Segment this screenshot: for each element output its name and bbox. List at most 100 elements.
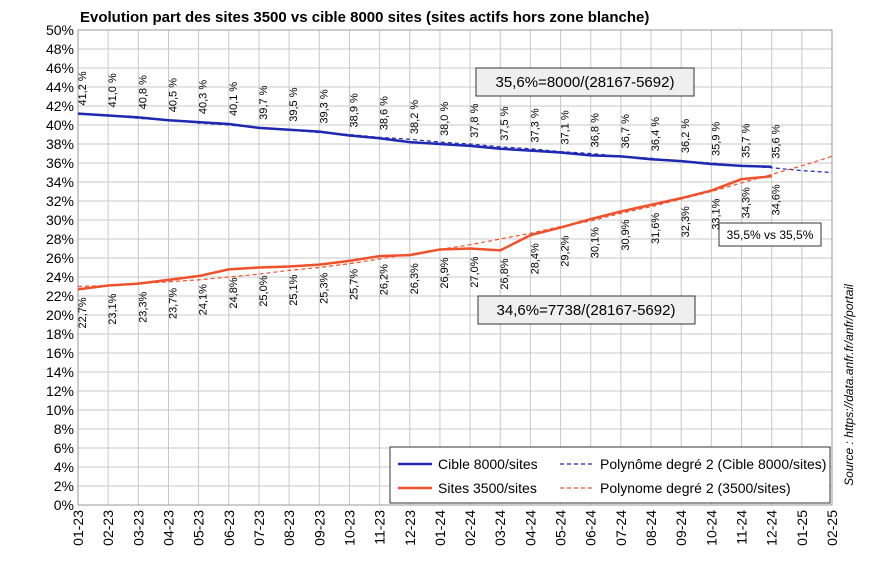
data-label: 40,1 % [228, 82, 240, 116]
y-tick-label: 28% [46, 231, 74, 247]
y-tick-label: 34% [46, 174, 74, 190]
data-label: 40,8 % [137, 75, 149, 109]
annotation-box [477, 295, 696, 325]
data-label: 23,1% [107, 293, 119, 324]
data-label: 40,5 % [167, 78, 179, 112]
x-tick-label: 05-23 [191, 510, 207, 546]
y-tick-label: 12% [46, 383, 74, 399]
legend-label: Sites 3500/sites [438, 480, 537, 496]
data-label: 33,1% [710, 198, 722, 229]
data-label: 37,8 % [469, 103, 481, 137]
x-tick-label: 12-23 [402, 510, 418, 546]
y-tick-label: 18% [46, 326, 74, 342]
annotation: 35,5% vs 35,5% [727, 228, 814, 242]
annotation: 34,6%=7738/(28167-5692) [497, 302, 676, 319]
y-tick-label: 32% [46, 193, 74, 209]
data-label: 26,3% [409, 263, 421, 294]
y-tick-label: 36% [46, 155, 74, 171]
y-tick-label: 0% [54, 497, 74, 513]
x-tick-label: 02-25 [824, 510, 840, 546]
x-tick-label: 09-23 [311, 510, 327, 546]
x-tick-label: 03-23 [130, 510, 146, 546]
data-label: 38,6 % [379, 96, 391, 130]
x-tick-label: 02-24 [462, 510, 478, 546]
data-label: 41,2 % [77, 71, 89, 105]
data-label: 37,5 % [499, 106, 511, 140]
line [77, 113, 833, 174]
y-tick-label: 20% [46, 307, 74, 323]
data-label: 25,7% [348, 269, 360, 300]
y-tick-label: 4% [54, 459, 74, 475]
x-tick-label: 03-24 [492, 510, 508, 546]
x-tick-label: 08-23 [281, 510, 297, 546]
marks [77, 112, 833, 291]
chart-title: Evolution part des sites 3500 vs cible 8… [80, 9, 649, 26]
y-tick-label: 44% [46, 79, 74, 95]
x-tick-label: 12-24 [764, 510, 780, 546]
y-tick-label: 22% [46, 288, 74, 304]
y-tick-label: 10% [46, 402, 74, 418]
legend-label: Polynôme degré 2 (Cible 8000/sites) [600, 456, 826, 472]
data-label: 40,3 % [198, 80, 210, 114]
data-label: 34,3% [741, 187, 753, 218]
y-tick-label: 14% [46, 364, 74, 380]
data-label: 22,7% [77, 297, 89, 328]
data-label: 28,4% [529, 243, 541, 274]
grid [77, 29, 833, 506]
y-tick-label: 38% [46, 136, 74, 152]
data-label: 32,3% [680, 206, 692, 237]
data-label: 36,4 % [650, 117, 662, 151]
y-tick-label: 24% [46, 269, 74, 285]
data-label: 36,8 % [590, 113, 602, 147]
y-tick-label: 6% [54, 440, 74, 456]
data-label: 37,3 % [529, 108, 541, 142]
source: Source : https://data.anfr.fr/anfr/porta… [842, 284, 856, 486]
data-label: 35,6 % [771, 124, 783, 158]
y-tick-label: 50% [46, 22, 74, 38]
line [77, 112, 772, 169]
legend-box [389, 446, 831, 504]
data-label: 36,2 % [680, 119, 692, 153]
y-tick-label: 16% [46, 345, 74, 361]
data-label: 38,2 % [409, 100, 421, 134]
data-label: 38,0 % [439, 102, 451, 136]
x-tick-label: 07-24 [613, 510, 629, 546]
line [77, 155, 833, 288]
x-tick-label: 10-24 [703, 510, 719, 546]
data-label: 39,7 % [258, 85, 270, 119]
x-tick-label: 08-24 [643, 510, 659, 546]
data-label: 39,5 % [288, 87, 300, 121]
y-tick-label: 40% [46, 117, 74, 133]
data-label: 35,9 % [710, 121, 722, 155]
y-tick-label: 2% [54, 478, 74, 494]
data-label: 36,7 % [620, 114, 632, 148]
data-label: 34,6% [771, 184, 783, 215]
legend-label: Cible 8000/sites [438, 456, 538, 472]
y-tick-label: 30% [46, 212, 74, 228]
x-tick-label: 04-23 [160, 510, 176, 546]
x-tick-label: 01-24 [432, 510, 448, 546]
data-label: 41,0 % [107, 73, 119, 107]
annotation: 35,6%=8000/(28167-5692) [496, 74, 675, 91]
data-label: 30,9% [620, 219, 632, 250]
data-label: 24,1% [198, 284, 210, 315]
annotation-box [718, 222, 822, 247]
data-label: 25,3% [318, 272, 330, 303]
data-label: 23,7% [167, 288, 179, 319]
x-tick-label: 01-23 [70, 510, 86, 546]
y-tick-label: 26% [46, 250, 74, 266]
data-label: 26,9% [439, 257, 451, 288]
data-label: 26,2% [379, 264, 391, 295]
x-tick-label: 01-25 [794, 510, 810, 546]
annotation-box [475, 67, 695, 97]
y-tick-label: 8% [54, 421, 74, 437]
x-tick-label: 06-24 [583, 510, 599, 546]
data-label: 25,1% [288, 274, 300, 305]
data-label: 23,3% [137, 291, 149, 322]
data-label: 29,2% [560, 235, 572, 266]
data-label: 31,6% [650, 213, 662, 244]
x-tick-label: 11-24 [734, 510, 750, 545]
data-label: 26,8% [499, 258, 511, 289]
data-label: 35,7 % [741, 123, 753, 157]
